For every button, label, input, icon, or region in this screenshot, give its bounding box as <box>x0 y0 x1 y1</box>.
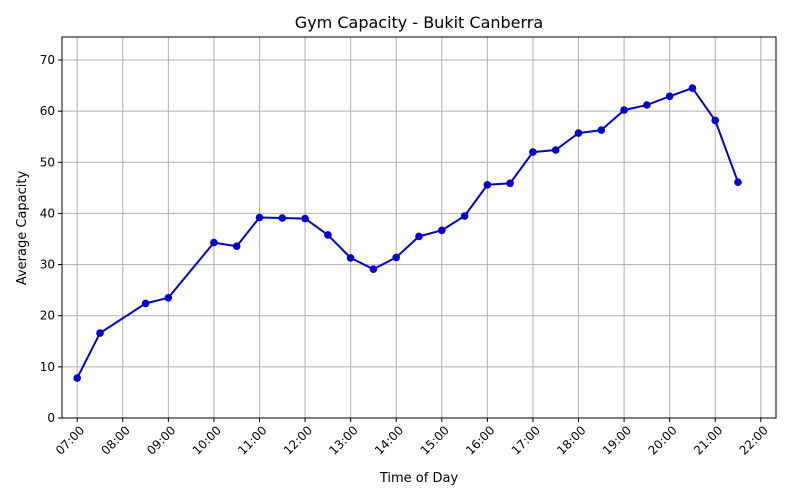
data-point <box>255 213 264 222</box>
data-point <box>643 101 651 109</box>
data-point <box>438 226 446 235</box>
data-point <box>460 212 469 220</box>
y-axis-label: Average Capacity <box>15 171 30 286</box>
data-point <box>665 92 674 101</box>
series-line <box>76 87 739 379</box>
data-point <box>324 231 332 239</box>
data-point <box>688 84 697 92</box>
x-axis-label: Time of Day <box>379 471 459 486</box>
data-point <box>369 265 378 274</box>
data-point <box>164 294 173 302</box>
data-point <box>711 116 719 125</box>
y-tick-label: 50 <box>40 155 55 169</box>
data-point <box>232 242 241 250</box>
y-tick-label: 20 <box>40 309 55 323</box>
y-tick-label: 40 <box>40 206 55 220</box>
y-tick-label: 10 <box>40 360 55 374</box>
data-point <box>278 214 287 222</box>
data-point <box>734 178 742 186</box>
data-point <box>392 253 401 262</box>
plot-frame <box>61 36 777 419</box>
series-group <box>73 84 742 382</box>
y-tick-label: 60 <box>40 104 55 118</box>
chart-title: Gym Capacity - Bukit Canberra <box>295 13 543 32</box>
y-tick-label: 0 <box>47 411 55 425</box>
data-point <box>483 181 492 189</box>
grid <box>62 37 776 419</box>
data-point <box>141 299 150 308</box>
data-point <box>529 148 537 156</box>
data-point <box>574 129 583 137</box>
data-point <box>506 179 514 188</box>
data-point <box>620 106 628 114</box>
data-point <box>415 232 423 241</box>
data-point <box>301 214 309 223</box>
data-point <box>597 126 606 134</box>
data-point <box>73 374 81 382</box>
data-point <box>346 254 355 262</box>
data-point <box>96 329 104 337</box>
y-tick-label: 70 <box>40 53 55 67</box>
data-point <box>210 238 218 247</box>
data-point <box>551 146 560 154</box>
y-tick-label: 30 <box>40 258 55 272</box>
